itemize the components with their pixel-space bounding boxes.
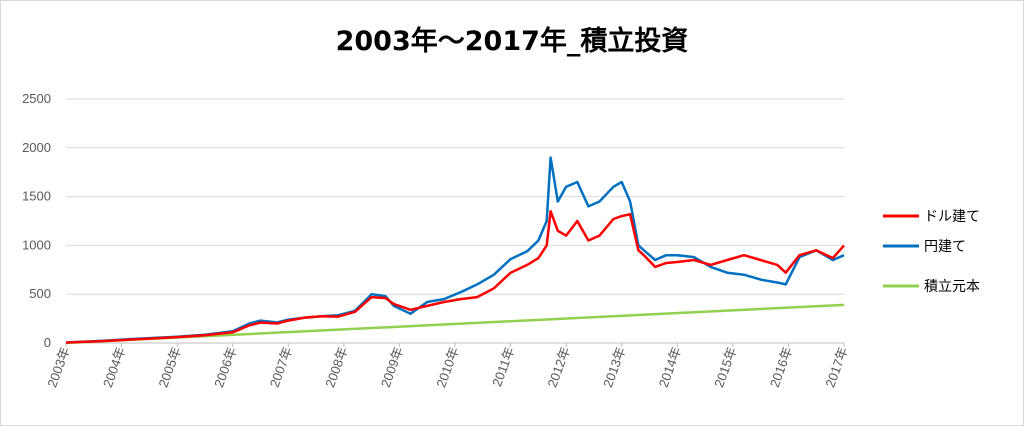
series-line-1 [65, 156, 845, 344]
x-tick-label: 2004年 [100, 345, 128, 390]
chart-title: 2003年～2017年_積立投資 [335, 26, 689, 57]
x-tick-label: 2016年 [767, 345, 795, 390]
x-tick-label: 2014年 [656, 345, 684, 390]
x-tick-label: 2007年 [267, 345, 295, 390]
gridlines [66, 98, 844, 344]
x-tick-label: 2010年 [433, 345, 461, 390]
x-tick-label: 2006年 [211, 345, 239, 390]
x-tick-label: 2003年 [44, 345, 72, 390]
x-tick-label: 2008年 [322, 345, 350, 390]
y-tick-label: 1500 [22, 189, 51, 204]
x-tick-label: 2015年 [711, 345, 739, 390]
y-tick-label: 2500 [22, 91, 51, 106]
x-tick-label: 2005年 [156, 345, 184, 390]
legend-label: ドル建て [924, 209, 980, 225]
y-tick-label: 0 [44, 335, 51, 350]
series-line-0 [65, 209, 845, 344]
legend-label: 積立元本 [924, 279, 980, 295]
x-axis-ticks: 2003年 2004年 2005年 2006年 2007年 2008年 2009年 2010年… [44, 343, 851, 390]
x-tick-label: 2013年 [600, 345, 628, 390]
x-tick-label: 2011年 [489, 345, 517, 389]
x-tick-label: 2017年 [822, 345, 850, 390]
x-tick-label: 2012年 [545, 345, 573, 390]
series-lines [65, 156, 845, 345]
y-tick-label: 2000 [22, 140, 51, 155]
y-axis-ticks: 0 500 1000 1500 2000 2500 [22, 91, 51, 350]
x-tick-label: 2009年 [378, 345, 406, 390]
y-tick-label: 500 [29, 286, 51, 301]
legend-label: 円建て [924, 239, 966, 255]
y-tick-label: 1000 [22, 237, 51, 252]
